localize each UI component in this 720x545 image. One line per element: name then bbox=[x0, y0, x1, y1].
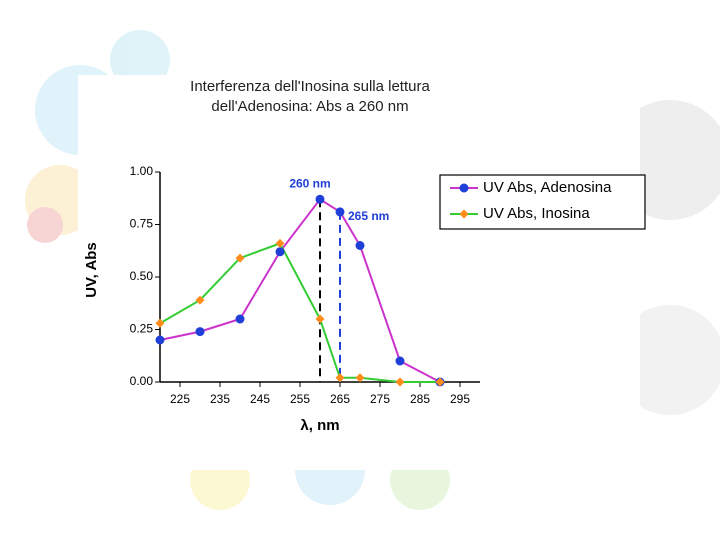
y-tick-label: 0.75 bbox=[130, 217, 154, 231]
legend-marker bbox=[459, 209, 469, 219]
legend-label: UV Abs, Inosina bbox=[483, 205, 590, 222]
data-point bbox=[235, 253, 245, 263]
x-tick-label: 295 bbox=[450, 392, 470, 406]
annotation: 265 nm bbox=[348, 209, 389, 223]
y-tick-label: 0.50 bbox=[130, 269, 154, 283]
y-tick-label: 0.00 bbox=[130, 374, 154, 388]
x-tick-label: 245 bbox=[250, 392, 270, 406]
data-point bbox=[435, 377, 445, 387]
x-tick-label: 265 bbox=[330, 392, 350, 406]
x-axis-label: λ, nm bbox=[300, 417, 339, 434]
x-tick-label: 255 bbox=[290, 392, 310, 406]
data-point bbox=[395, 356, 405, 366]
legend-marker bbox=[459, 183, 469, 193]
x-tick-label: 235 bbox=[210, 392, 230, 406]
x-tick-label: 225 bbox=[170, 392, 190, 406]
chart-title: dell'Adenosina: Abs a 260 nm bbox=[211, 98, 408, 115]
data-point bbox=[155, 335, 165, 345]
data-point bbox=[335, 373, 345, 383]
data-point bbox=[355, 373, 365, 383]
data-point bbox=[275, 238, 285, 248]
data-point bbox=[275, 247, 285, 257]
data-point bbox=[235, 314, 245, 324]
data-point bbox=[155, 318, 165, 328]
x-tick-label: 285 bbox=[410, 392, 430, 406]
data-point bbox=[315, 194, 325, 204]
y-tick-label: 0.25 bbox=[130, 322, 154, 336]
y-axis-label: UV, Abs bbox=[83, 242, 100, 298]
data-point bbox=[195, 327, 205, 337]
legend-box bbox=[439, 174, 646, 230]
annotation: 260 nm bbox=[289, 176, 330, 190]
chart-title: Interferenza dell'Inosina sulla lettura bbox=[190, 78, 430, 95]
chart-panel bbox=[78, 75, 640, 470]
y-tick-label: 1.00 bbox=[130, 164, 154, 178]
data-point bbox=[335, 207, 345, 217]
x-tick-label: 275 bbox=[370, 392, 390, 406]
data-point bbox=[395, 377, 405, 387]
legend-label: UV Abs, Adenosina bbox=[483, 179, 612, 196]
data-point bbox=[195, 295, 205, 305]
data-point bbox=[315, 314, 325, 324]
data-point bbox=[355, 241, 365, 250]
